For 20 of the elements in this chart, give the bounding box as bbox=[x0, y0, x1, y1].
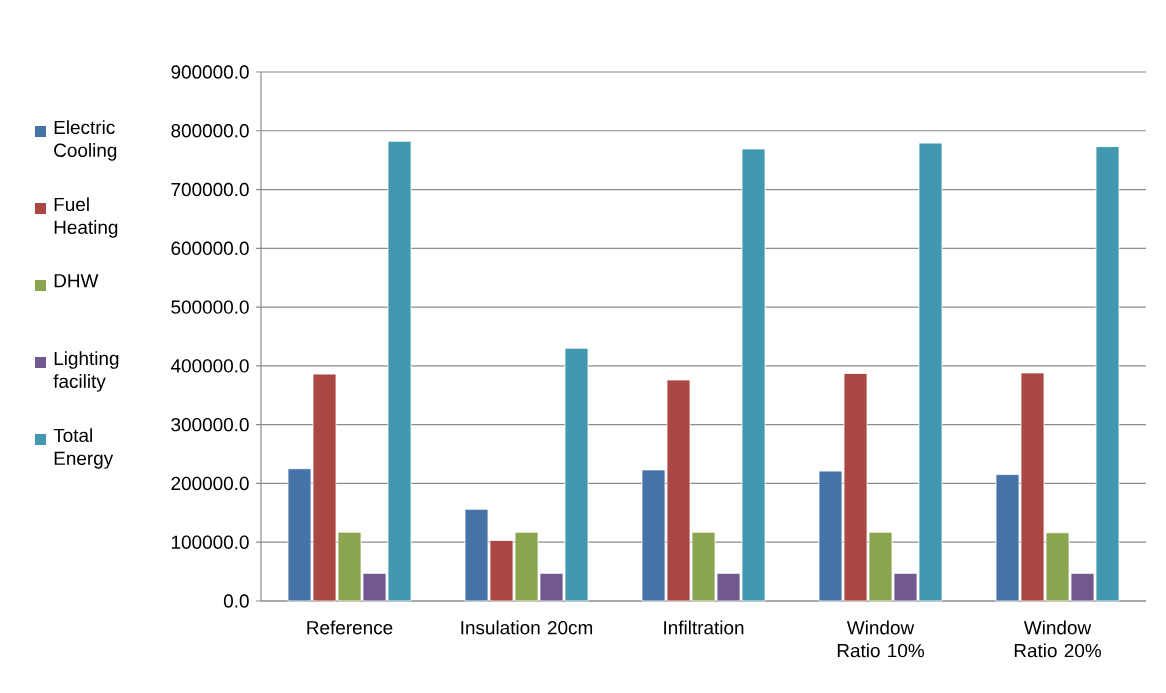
legend-label: DHW bbox=[54, 274, 99, 288]
y-tick-label: 100000.0 bbox=[171, 535, 249, 549]
legend-label: Fuel Heating bbox=[54, 197, 118, 238]
y-tick-label: 200000.0 bbox=[171, 476, 249, 491]
y-tick-label: 800000.0 bbox=[171, 124, 249, 138]
x-tick-label: Infiltration bbox=[664, 620, 744, 635]
y-tick-label: 700000.0 bbox=[171, 182, 249, 197]
y-tick-label: 900000.0 bbox=[171, 65, 249, 79]
x-tick-label: Reference bbox=[307, 620, 393, 635]
x-tick-label: Window Ratio 20% bbox=[1014, 620, 1101, 658]
y-tick-label: 400000.0 bbox=[170, 359, 249, 373]
y-tick-label: 500000.0 bbox=[171, 300, 249, 314]
x-tick-label: Window Ratio 10% bbox=[837, 620, 924, 658]
legend-label: Total Energy bbox=[53, 428, 114, 469]
legend-label: Electric Cooling bbox=[54, 120, 117, 161]
legend-label: Lighting facility bbox=[53, 351, 119, 392]
x-tick-label: Insulation 20cm bbox=[461, 620, 593, 635]
y-tick-label: 0.0 bbox=[223, 594, 249, 608]
y-tick-label: 600000.0 bbox=[171, 241, 249, 256]
y-tick-label: 300000.0 bbox=[171, 417, 249, 432]
